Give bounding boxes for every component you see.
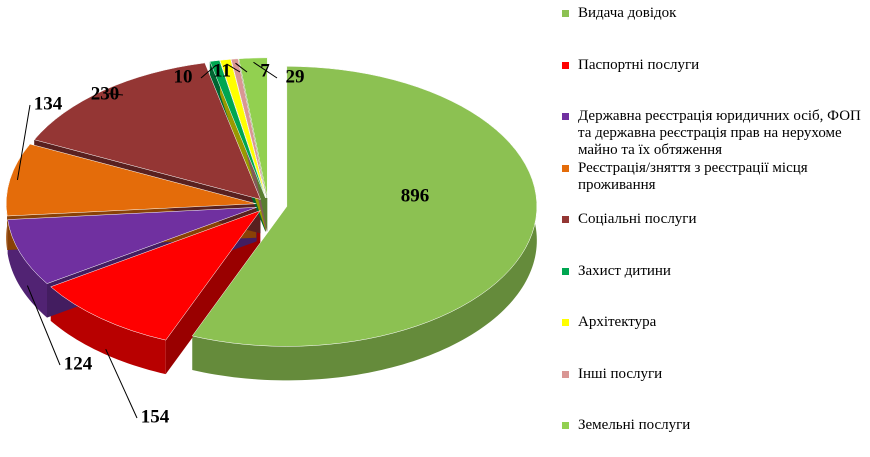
legend-swatch [562,216,569,223]
leader-line [26,285,61,366]
legend-label: Земельні послуги [578,417,691,433]
legend-label: Захист дитини [578,262,671,279]
legend-label: Реєстрація/зняття з реєстрації місця про… [578,159,808,193]
slice-wall [165,210,261,375]
slice [50,210,262,341]
slice [191,66,538,347]
legend-item: Архітектура [562,314,862,331]
slice [33,62,261,200]
data-label: 154 [141,406,170,427]
data-label: 896 [401,185,430,206]
slice-side [192,66,537,381]
legend-swatch [562,10,569,17]
leader-line [105,348,138,419]
slice [238,57,268,198]
data-label: 7 [260,60,270,81]
slice [219,59,267,198]
data-label: 10 [174,66,193,87]
slice [209,60,266,199]
legend-item: Видача довідок [562,5,862,22]
leader-line [200,64,217,79]
leader-line [16,104,31,181]
legend-item: Соціальні послуги [562,211,862,228]
legend-swatch [562,370,569,378]
data-label: 11 [213,60,231,81]
slice [5,143,257,217]
data-label: 124 [64,353,93,374]
data-label: 29 [286,66,305,87]
legend-label: Державна реєстрація юридичних осіб, ФОП … [578,108,861,158]
legend-swatch [562,113,569,120]
legend-label: Інші послуги [578,365,663,382]
legend-item: Паспортні послуги [562,57,862,74]
data-label: 230 [91,83,120,104]
data-label: 134 [34,93,63,114]
legend-label: Соціальні послуги [578,211,697,227]
legend-swatch [562,164,569,172]
leader-line [108,93,124,96]
legend-swatch [562,61,569,69]
legend-label: Видача довідок [578,5,677,21]
legend-swatch [562,422,569,429]
legend-label: Архітектура [578,314,657,330]
legend-item: Інші послуги [562,366,862,383]
legend-swatch [562,319,569,326]
slice [230,58,267,198]
slice-side [50,286,166,375]
legend-item: Захист дитини [562,263,862,280]
legend-item: Земельні послуги [562,417,862,434]
legend-label: Паспортні послуги [578,56,700,73]
legend-item: Реєстрація/зняття з реєстрації місця про… [562,160,862,194]
slice [7,207,257,284]
leader-line [235,62,248,73]
legend-swatch [562,267,569,275]
leader-line [253,61,278,79]
leader-line [226,63,241,73]
legend-item: Державна реєстрація юридичних осіб, ФОП … [562,108,862,159]
slice-side [7,219,48,318]
slice-tops [5,57,538,347]
